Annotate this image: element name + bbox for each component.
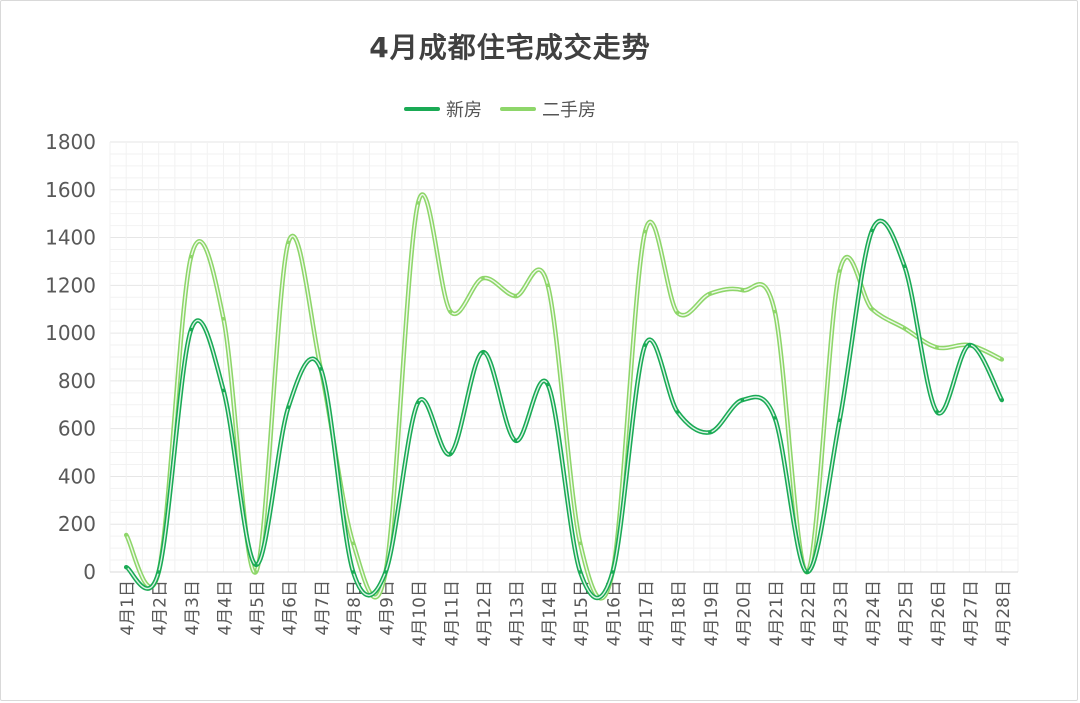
- series-point-0: [740, 398, 745, 402]
- series-point-0: [513, 438, 518, 443]
- x-tick-label: 4月12日: [475, 580, 495, 646]
- series-point-0: [999, 398, 1004, 402]
- series-point-1: [221, 316, 226, 321]
- x-tick-label: 4月2日: [151, 580, 171, 636]
- series-point-0: [351, 570, 356, 574]
- series-point-0: [156, 570, 161, 574]
- legend-label-new-house: 新房: [446, 100, 482, 121]
- series-point-1: [189, 254, 193, 259]
- series-point-1: [643, 229, 647, 234]
- y-tick-label: 200: [58, 512, 96, 536]
- x-tick-label: 4月28日: [994, 580, 1014, 646]
- series-point-1: [675, 311, 680, 315]
- y-tick-label: 1400: [45, 226, 96, 250]
- x-tick-label: 4月16日: [605, 580, 625, 646]
- series-point-1: [254, 570, 258, 574]
- series-point-0: [935, 410, 939, 414]
- legend-item-second-hand: 二手房: [500, 96, 596, 122]
- series-line-highlight-0: [125, 220, 1003, 599]
- series-point-0: [708, 430, 712, 435]
- series-point-0: [448, 451, 453, 456]
- x-tick-label: 4月24日: [864, 580, 884, 646]
- legend: 新房 二手房: [0, 96, 1000, 122]
- series-point-0: [870, 228, 874, 233]
- y-tick-label: 1200: [45, 273, 96, 297]
- y-tick-label: 1000: [45, 321, 96, 345]
- x-tick-label: 4月21日: [767, 580, 787, 646]
- x-tick-label: 4月3日: [183, 580, 203, 636]
- series-point-1: [578, 541, 583, 546]
- series-point-0: [254, 563, 258, 567]
- series-point-1: [286, 240, 291, 245]
- x-tick-label: 4月15日: [572, 580, 592, 646]
- series-point-0: [221, 388, 226, 393]
- legend-label-second-hand: 二手房: [542, 100, 596, 121]
- y-tick-label: 800: [58, 369, 96, 393]
- series-point-1: [545, 283, 550, 288]
- series-point-1: [999, 357, 1004, 362]
- x-tick-label: 4月19日: [702, 580, 722, 646]
- legend-swatch-second-hand: [500, 107, 536, 111]
- x-tick-label: 4月7日: [313, 580, 333, 636]
- y-tick-label: 400: [58, 464, 96, 488]
- series-point-1: [935, 345, 939, 350]
- chart-title: 4月成都住宅成交走势: [369, 31, 651, 64]
- series-point-0: [902, 264, 907, 269]
- legend-item-new-house: 新房: [404, 96, 482, 122]
- series-point-0: [189, 327, 193, 332]
- x-tick-label: 4月11日: [443, 580, 463, 646]
- series-point-0: [318, 367, 323, 371]
- x-tick-label: 4月17日: [637, 580, 657, 646]
- series-point-1: [740, 288, 745, 292]
- series-point-1: [708, 291, 712, 296]
- series-point-0: [481, 350, 485, 355]
- series-point-1: [351, 541, 356, 546]
- series-point-1: [513, 294, 518, 298]
- series-point-1: [448, 309, 453, 314]
- x-tick-label: 4月26日: [929, 580, 949, 646]
- series-point-1: [481, 276, 485, 280]
- series-point-1: [124, 533, 129, 537]
- x-tick-label: 4月23日: [832, 580, 852, 646]
- series-point-1: [870, 307, 874, 312]
- series-point-0: [805, 570, 810, 574]
- series-point-0: [643, 343, 647, 347]
- series-point-0: [124, 565, 129, 570]
- y-tick-label: 1600: [45, 178, 96, 202]
- series-point-0: [837, 418, 842, 423]
- series-point-1: [772, 309, 777, 314]
- legend-swatch-new-house: [404, 107, 440, 111]
- x-tick-label: 4月4日: [216, 580, 236, 636]
- x-tick-label: 4月20日: [734, 580, 754, 646]
- x-tick-label: 4月18日: [670, 580, 690, 646]
- x-tick-label: 4月27日: [961, 580, 981, 646]
- x-tick-label: 4月9日: [378, 580, 398, 636]
- series-point-0: [383, 570, 388, 574]
- series-point-0: [967, 343, 972, 347]
- series-point-0: [545, 382, 550, 387]
- x-tick-label: 4月14日: [540, 580, 560, 646]
- series-point-0: [286, 405, 291, 409]
- series-point-0: [416, 400, 420, 405]
- y-tick-label: 600: [58, 417, 96, 441]
- x-tick-label: 4月1日: [118, 580, 138, 636]
- x-tick-label: 4月10日: [410, 580, 430, 646]
- x-tick-label: 4月22日: [799, 580, 819, 646]
- series-point-0: [675, 410, 680, 414]
- x-tick-label: 4月6日: [280, 580, 300, 636]
- x-tick-label: 4月5日: [248, 580, 268, 636]
- series-point-1: [837, 269, 842, 273]
- x-tick-label: 4月8日: [345, 580, 365, 636]
- series-point-0: [578, 570, 583, 574]
- series-point-0: [610, 570, 615, 574]
- series-point-1: [416, 201, 420, 205]
- y-tick-label: 0: [83, 560, 96, 584]
- series-point-1: [902, 326, 907, 331]
- series-point-0: [772, 416, 777, 420]
- x-tick-label: 4月25日: [897, 580, 917, 646]
- y-tick-label: 1800: [45, 130, 96, 154]
- x-tick-label: 4月13日: [507, 580, 527, 646]
